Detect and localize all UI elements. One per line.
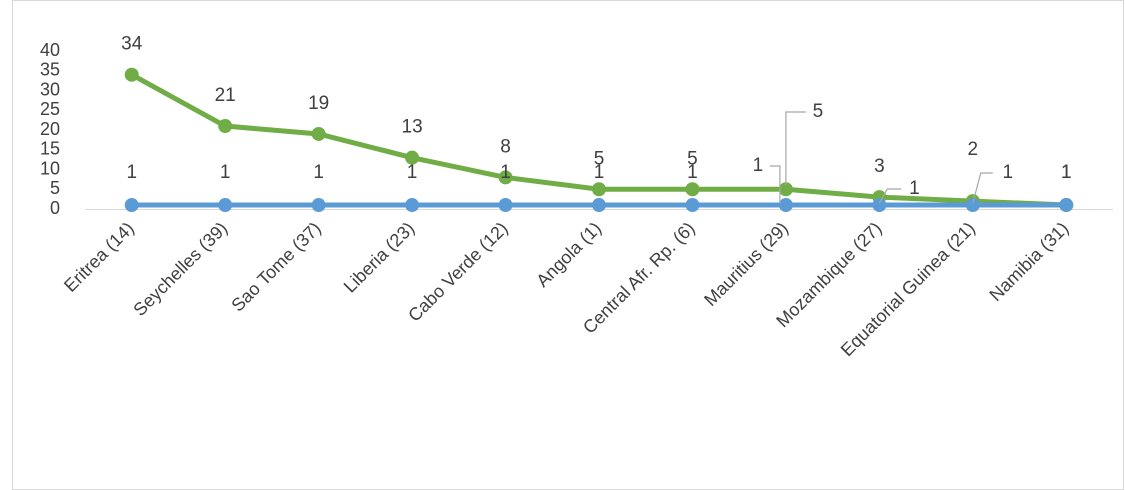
y-tick-label: 25 xyxy=(40,99,60,119)
point xyxy=(592,182,606,197)
y-tick-label: 40 xyxy=(40,40,60,60)
data-label: 19 xyxy=(308,93,329,114)
data-label: 1 xyxy=(313,162,324,183)
leader-line xyxy=(972,172,993,204)
point xyxy=(311,198,326,213)
y-tick-label: 5 xyxy=(50,178,60,198)
point xyxy=(592,198,606,213)
data-label: 1 xyxy=(594,162,605,183)
data-label: 1 xyxy=(753,155,764,176)
data-label: 34 xyxy=(121,34,143,55)
x-tick-label: Eritrea (14) xyxy=(60,218,138,296)
x-tick-label: Cabo Verde (12) xyxy=(404,218,512,326)
data-label: 5 xyxy=(687,148,698,169)
leader-line xyxy=(769,165,781,203)
data-label: 5 xyxy=(594,148,605,169)
point xyxy=(124,67,139,82)
leader-line xyxy=(878,188,902,204)
y-tick-label: 20 xyxy=(40,119,60,139)
y-tick-label: 30 xyxy=(40,79,60,99)
data-label: 1 xyxy=(1061,162,1072,183)
point xyxy=(405,198,420,213)
data-label: 1 xyxy=(220,162,231,183)
leader-line xyxy=(785,111,806,186)
x-tick-label: Angola (1) xyxy=(532,218,605,291)
data-label: 5 xyxy=(813,101,824,122)
data-label: 1 xyxy=(1003,162,1014,183)
data-label: 1 xyxy=(126,162,137,183)
x-tick-label: Namibia (31) xyxy=(985,218,1072,305)
x-tick-label: Seychelles (39) xyxy=(130,218,232,320)
data-label: 1 xyxy=(909,178,920,199)
point xyxy=(311,126,326,141)
data-label: 2 xyxy=(968,139,979,160)
point xyxy=(218,198,233,213)
y-tick-label: 10 xyxy=(40,158,60,178)
data-label: 1 xyxy=(687,162,698,183)
point xyxy=(778,182,793,197)
x-tick-label: Liberia (23) xyxy=(340,218,419,297)
point xyxy=(685,198,700,213)
data-label: 1 xyxy=(500,162,511,183)
point xyxy=(1059,198,1074,213)
point xyxy=(498,198,513,213)
point xyxy=(965,198,980,213)
data-label: 21 xyxy=(215,85,236,106)
point xyxy=(218,119,233,134)
data-label: 3 xyxy=(874,156,885,177)
data-label: 1 xyxy=(407,162,418,183)
point xyxy=(405,150,420,165)
data-label: 8 xyxy=(500,136,511,157)
x-tick-label: Mauritius (29) xyxy=(700,218,792,310)
data-label: 1 xyxy=(1061,162,1072,183)
y-tick-label: 15 xyxy=(40,139,60,159)
y-tick-label: 35 xyxy=(40,60,60,80)
point xyxy=(872,198,887,213)
x-tick-label: Sao Tome (37) xyxy=(227,218,324,315)
point xyxy=(498,170,513,185)
point xyxy=(685,182,700,197)
point xyxy=(124,198,139,213)
point xyxy=(778,198,793,213)
y-tick-label: 0 xyxy=(50,198,60,218)
data-label: 13 xyxy=(402,117,423,138)
